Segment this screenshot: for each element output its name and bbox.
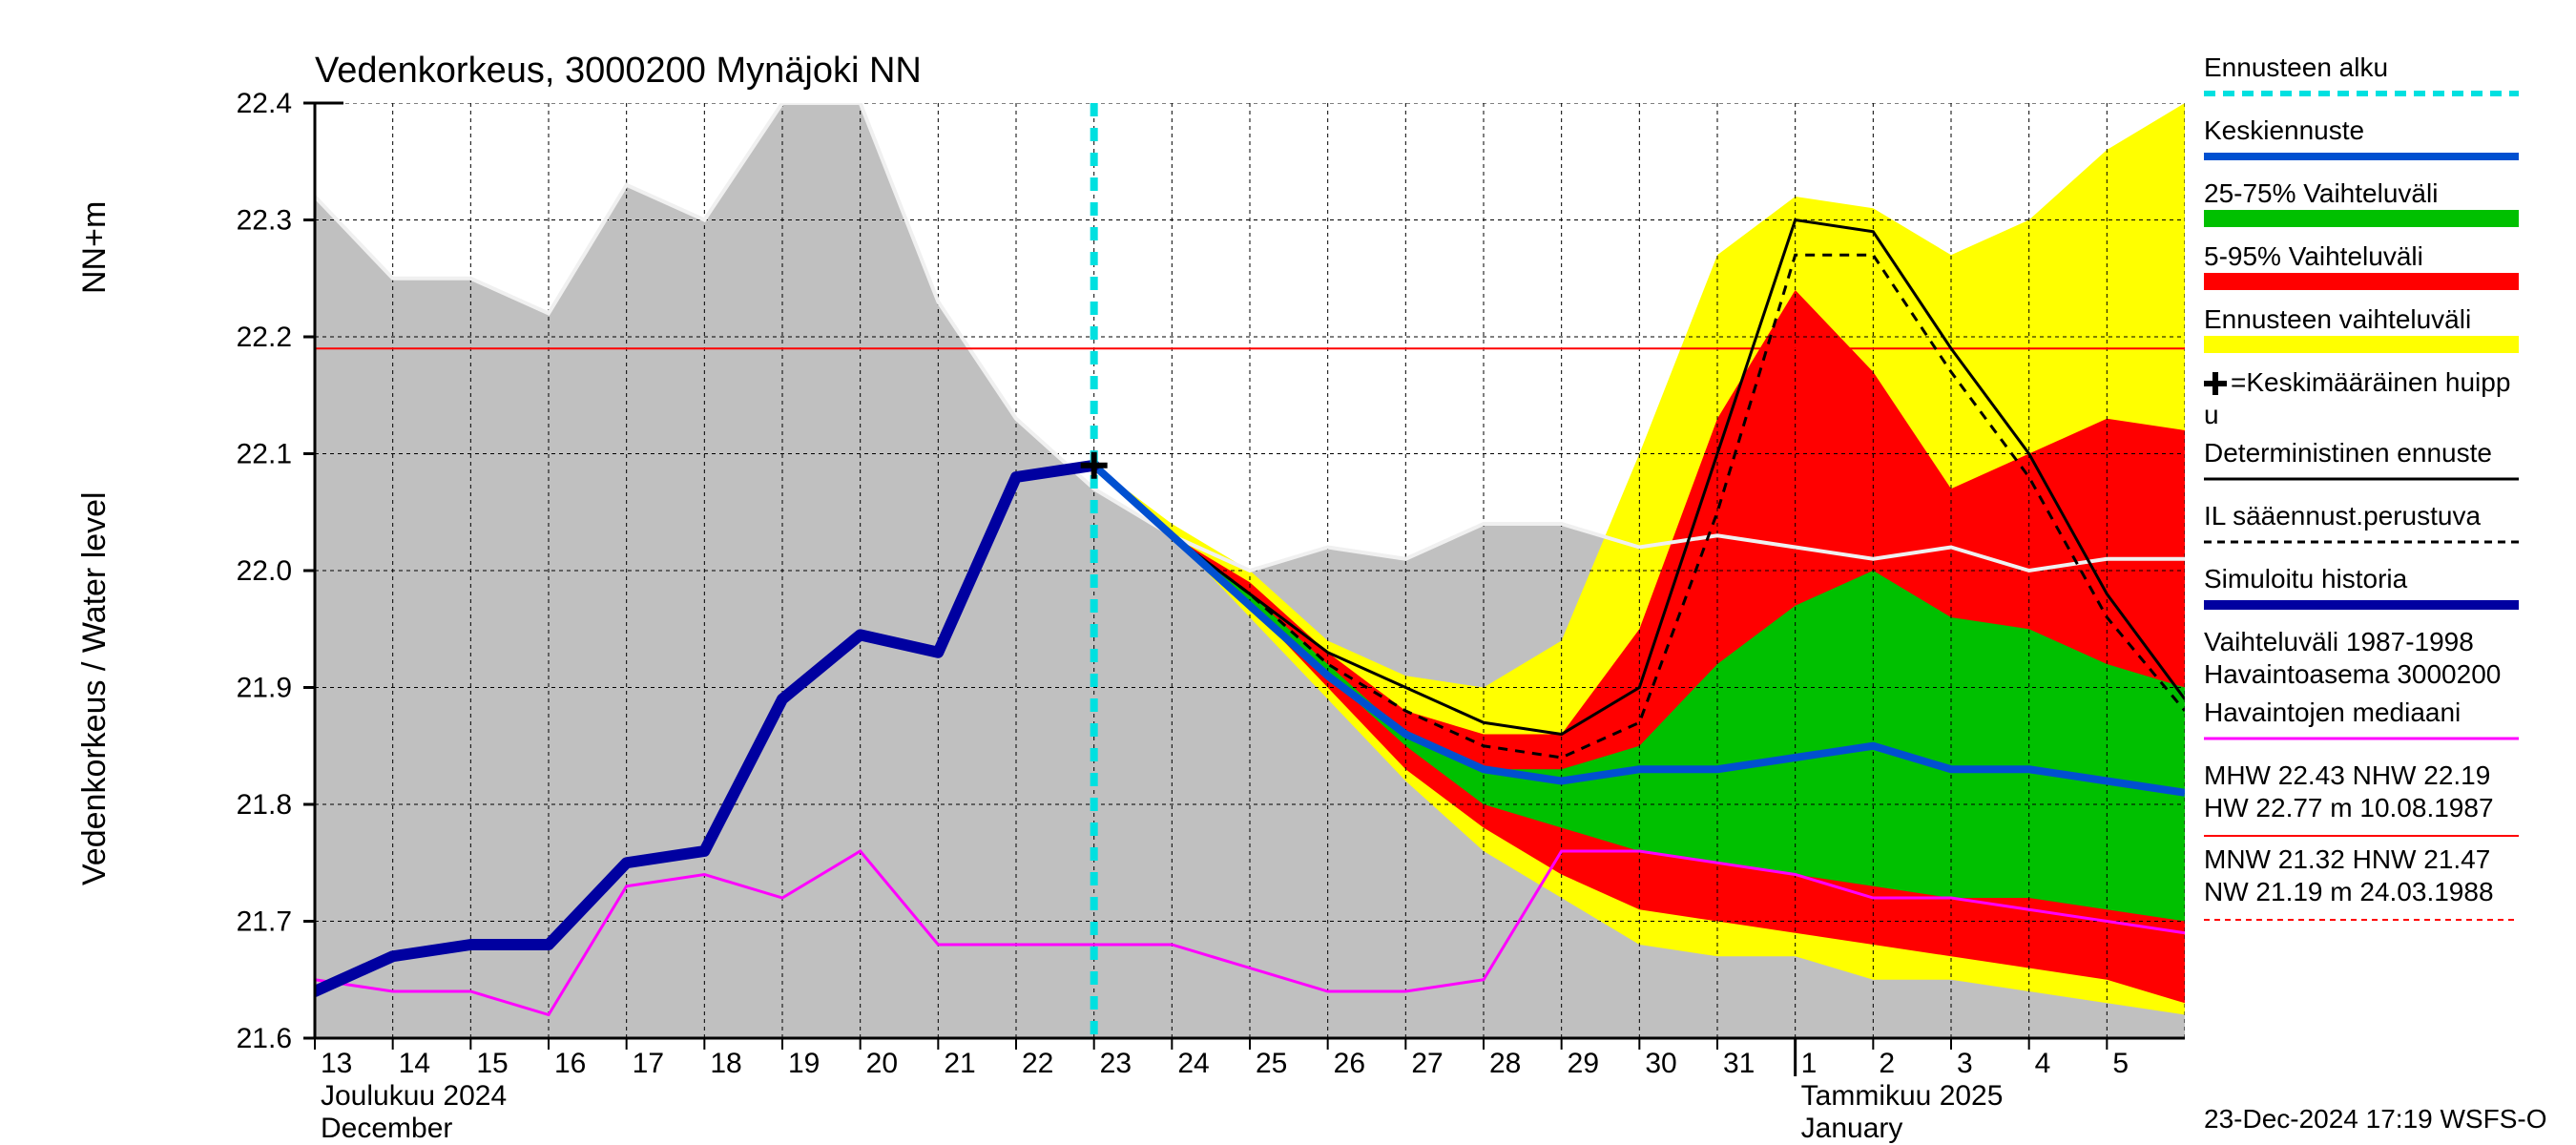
x-tick-label: 2 — [1879, 1048, 1895, 1079]
x-tick-label: 13 — [321, 1048, 352, 1079]
month-label: Tammikuu 2025 — [1801, 1080, 2004, 1112]
y-tick-label: 21.6 — [237, 1023, 292, 1054]
legend-label: u — [2204, 400, 2219, 429]
y-tick-label: 22.2 — [237, 322, 292, 353]
y-tick-label: 21.9 — [237, 673, 292, 704]
legend-label: MHW 22.43 NHW 22.19 — [2204, 760, 2490, 790]
x-tick-label: 29 — [1568, 1048, 1599, 1079]
x-tick-label: 19 — [788, 1048, 820, 1079]
y-tick-label: 21.8 — [237, 789, 292, 821]
y-tick-label: 22.0 — [237, 555, 292, 587]
x-tick-label: 30 — [1645, 1048, 1676, 1079]
x-tick-label: 1 — [1801, 1048, 1818, 1079]
x-tick-label: 26 — [1334, 1048, 1365, 1079]
legend-label: Havaintoasema 3000200 — [2204, 659, 2501, 689]
month-label: December — [321, 1113, 452, 1144]
legend-label: Keskiennuste — [2204, 115, 2364, 145]
x-tick-label: 4 — [2035, 1048, 2051, 1079]
x-tick-label: 28 — [1489, 1048, 1521, 1079]
chart-title: Vedenkorkeus, 3000200 Mynäjoki NN — [315, 51, 922, 91]
legend-label: NW 21.19 m 24.03.1988 — [2204, 877, 2494, 906]
legend-label: 5-95% Vaihteluväli — [2204, 241, 2423, 271]
legend-label: Deterministinen ennuste — [2204, 438, 2492, 468]
x-tick-label: 16 — [554, 1048, 586, 1079]
y-tick-label: 21.7 — [237, 906, 292, 938]
x-tick-label: 25 — [1256, 1048, 1287, 1079]
footer-timestamp: 23-Dec-2024 17:19 WSFS-O — [2204, 1104, 2547, 1134]
x-tick-label: 15 — [476, 1048, 508, 1079]
x-tick-label: 21 — [944, 1048, 975, 1079]
y-axis-label-unit: NN+m — [76, 201, 113, 294]
x-tick-label: 3 — [1957, 1048, 1973, 1079]
x-tick-label: 14 — [399, 1048, 430, 1079]
legend-swatch-band — [2204, 273, 2519, 290]
legend-label: IL sääennust.perustuva — [2204, 501, 2481, 531]
legend-label: Vaihteluväli 1987-1998 — [2204, 627, 2474, 656]
legend-label: Ennusteen vaihteluväli — [2204, 304, 2471, 334]
legend-swatch-band — [2204, 210, 2519, 227]
month-label: Joulukuu 2024 — [321, 1080, 507, 1112]
x-tick-label: 31 — [1723, 1048, 1755, 1079]
y-tick-label: 22.3 — [237, 205, 292, 237]
x-tick-label: 23 — [1100, 1048, 1132, 1079]
legend-swatch-band — [2204, 336, 2519, 353]
x-tick-label: 18 — [710, 1048, 741, 1079]
x-tick-label: 22 — [1022, 1048, 1053, 1079]
x-tick-label: 24 — [1177, 1048, 1209, 1079]
x-tick-label: 20 — [866, 1048, 898, 1079]
legend-label: Ennusteen alku — [2204, 52, 2388, 82]
y-tick-label: 22.1 — [237, 439, 292, 470]
legend-label: =Keskimääräinen huipp — [2231, 367, 2510, 397]
month-label: January — [1801, 1113, 1903, 1144]
legend-label: Simuloitu historia — [2204, 564, 2408, 593]
x-tick-label: 27 — [1411, 1048, 1443, 1079]
chart-svg: 21.621.721.821.922.022.122.222.322.41314… — [0, 0, 2576, 1145]
legend-label: MNW 21.32 HNW 21.47 — [2204, 844, 2490, 874]
legend-label: HW 22.77 m 10.08.1987 — [2204, 793, 2494, 822]
x-tick-label: 17 — [633, 1048, 664, 1079]
legend-label: Havaintojen mediaani — [2204, 697, 2461, 727]
water-level-chart: 21.621.721.821.922.022.122.222.322.41314… — [0, 0, 2576, 1145]
y-tick-label: 22.4 — [237, 88, 292, 119]
legend-label: 25-75% Vaihteluväli — [2204, 178, 2438, 208]
x-tick-label: 5 — [2112, 1048, 2129, 1079]
y-axis-label-main: Vedenkorkeus / Water level — [76, 491, 113, 885]
